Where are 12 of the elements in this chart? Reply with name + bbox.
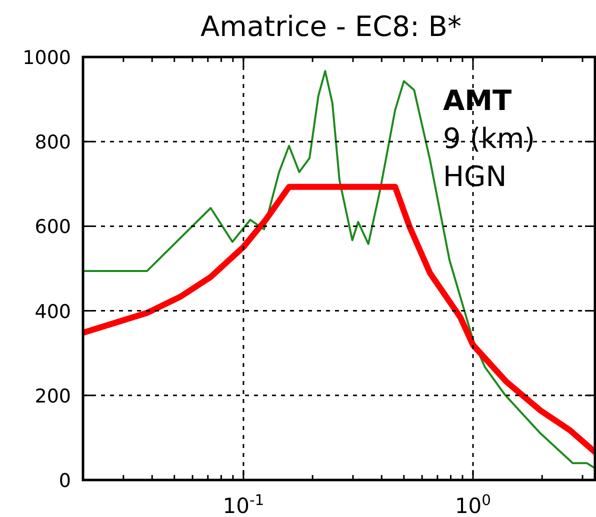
chart-title: Amatrice - EC8: B*	[200, 10, 462, 43]
x-tick-label: 10$^{-1}$	[222, 492, 264, 517]
annotation: AMT	[443, 84, 512, 117]
y-tick-label: 400	[34, 300, 71, 323]
y-tick-label: 200	[34, 385, 71, 408]
annotation: HGN	[443, 160, 507, 193]
y-tick-label: 600	[34, 216, 71, 238]
y-tick-label: 0	[58, 470, 71, 492]
x-tick-label: 10$^{0}$	[454, 492, 492, 517]
y-tick-label: 1000	[22, 47, 71, 69]
y-tick-label: 800	[34, 132, 71, 154]
annotation: 9 (km)	[443, 122, 536, 155]
